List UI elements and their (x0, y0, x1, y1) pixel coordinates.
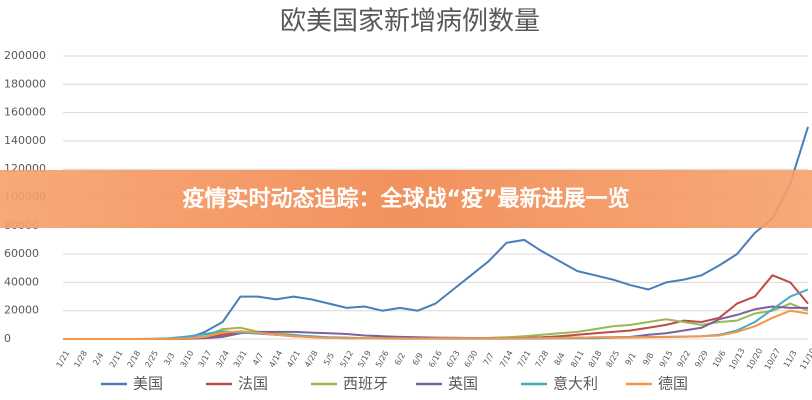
y-tick-label: 60000 (4, 247, 39, 260)
series-line (63, 288, 809, 340)
x-tick-label: 7/14 (498, 349, 515, 369)
y-tick-label: 180000 (4, 77, 46, 90)
series-line (63, 309, 809, 340)
chart-title: 欧美国家新增病例数量 (280, 7, 540, 37)
x-tick-label: 5/26 (374, 349, 391, 369)
legend-label: 意大利 (553, 375, 598, 393)
x-tick-label: 9/8 (641, 351, 655, 367)
legend-label: 德国 (658, 375, 688, 393)
y-tick-label: 140000 (4, 134, 46, 147)
series-line (63, 305, 808, 340)
x-tick-label: 10/6 (711, 349, 728, 369)
x-tick-label: 3/31 (232, 349, 249, 369)
x-tick-label: 1/21 (55, 349, 72, 369)
y-tick-label: 160000 (4, 106, 46, 119)
x-tick-label: 9/29 (693, 349, 710, 369)
x-tick-label: 10/20 (745, 347, 764, 371)
legend-label: 西班牙 (343, 375, 388, 393)
x-tick-label: 5/12 (338, 349, 355, 369)
series-line (63, 126, 809, 340)
x-tick-label: 11/3 (782, 349, 799, 369)
x-tick-label: 4/28 (303, 349, 320, 369)
x-tick-label: 8/18 (587, 349, 604, 369)
legend-label: 美国 (133, 375, 163, 393)
y-tick-label: 0 (4, 332, 11, 345)
x-tick-label: 6/30 (463, 349, 480, 369)
y-tick-label: 40000 (4, 275, 39, 288)
x-tick-label: 3/17 (197, 349, 214, 369)
x-tick-label: 4/7 (251, 351, 265, 367)
legend-label: 法国 (238, 375, 268, 393)
x-tick-label: 4/21 (285, 349, 302, 369)
x-tick-label: 2/11 (108, 349, 125, 369)
x-tick-label: 8/4 (553, 351, 567, 367)
x-tick-label: 4/14 (267, 349, 284, 369)
x-tick-label: 9/22 (675, 349, 692, 369)
x-tick-label: 5/19 (356, 349, 373, 369)
x-tick-label: 8/11 (569, 349, 586, 369)
y-tick-label: 20000 (4, 304, 39, 317)
banner-text: 疫情实时动态追踪：全球战“疫”最新进展一览 (183, 186, 630, 212)
x-tick-label: 6/9 (411, 351, 425, 367)
x-tick-label: 2/4 (91, 351, 105, 367)
x-tick-label: 5/5 (322, 351, 336, 367)
x-tick-label: 2/18 (126, 349, 143, 369)
x-tick-label: 6/23 (445, 349, 462, 369)
legend-label: 英国 (448, 375, 478, 393)
banner-bg (0, 170, 812, 228)
y-tick-label: 200000 (4, 49, 46, 62)
x-tick-label: 6/2 (393, 351, 407, 367)
x-tick-label: 8/25 (604, 349, 621, 369)
x-tick-label: 3/24 (214, 349, 231, 369)
x-tick-label: 3/3 (162, 351, 176, 367)
x-tick-label: 7/28 (534, 349, 551, 369)
x-tick-label: 7/21 (516, 349, 533, 369)
x-tick-label: 7/7 (482, 351, 496, 367)
x-tick-label: 10/13 (727, 347, 746, 371)
x-tick-label: 6/16 (427, 349, 444, 369)
x-tick-label: 11/10 (798, 347, 812, 371)
x-tick-label: 9/15 (658, 349, 675, 369)
x-tick-label: 3/10 (179, 349, 196, 369)
x-tick-label: 10/27 (763, 347, 782, 371)
x-tick-label: 2/25 (143, 349, 160, 369)
x-tick-label: 1/28 (72, 349, 89, 369)
x-tick-label: 9/1 (624, 351, 638, 367)
